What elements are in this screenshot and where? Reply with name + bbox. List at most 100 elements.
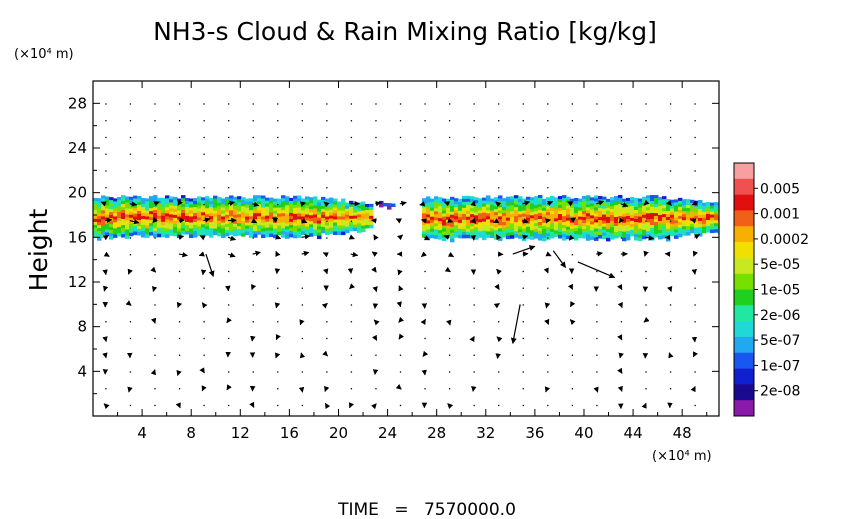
cloud-cell (121, 210, 126, 214)
cloud-cell (305, 232, 310, 236)
cloud-cell (673, 214, 679, 218)
cloud-cell (329, 224, 334, 229)
cloud-cell (581, 202, 587, 206)
cloud-cell (681, 229, 687, 233)
cloud-cell (629, 214, 635, 219)
cloud-cell (149, 205, 154, 209)
cloud-cell (505, 205, 511, 210)
cloud-cell (93, 230, 98, 235)
y-axis-unit: (×10⁴ m) (14, 47, 74, 62)
cloud-cell (665, 201, 671, 206)
cloud-cell (169, 205, 174, 209)
cloud-cell (261, 228, 266, 233)
cloud-cell (101, 213, 106, 217)
cloud-cell (657, 211, 663, 216)
cloud-cell (657, 235, 663, 240)
wind-vector (228, 153, 230, 155)
cloud-cell (353, 209, 358, 214)
cloud-cell (337, 204, 342, 208)
cloud-cell (129, 232, 134, 237)
cloud-cell (537, 197, 543, 202)
cloud-cell (461, 201, 467, 206)
cloud-cell (489, 198, 495, 203)
cloud-cell (317, 229, 322, 234)
cloud-cell (589, 215, 595, 219)
cloud-cell (573, 206, 579, 211)
wind-vector (420, 318, 426, 325)
cloud-cell (705, 214, 711, 218)
cloud-cell (297, 207, 302, 211)
cloud-cell (549, 198, 555, 203)
cloud-cell (553, 203, 559, 207)
cloud-cell (649, 215, 655, 220)
cloud-cell (169, 202, 174, 206)
cloud-cell (337, 207, 342, 211)
cloud-cell (289, 227, 294, 232)
cloud-cell (441, 225, 447, 230)
cloud-cell (617, 227, 623, 232)
cloud-cell (305, 217, 310, 221)
cloud-cell (625, 224, 631, 229)
cloud-cell (633, 212, 639, 217)
wind-vector (666, 200, 672, 206)
cloud-cell (357, 214, 362, 218)
cloud-cell (501, 228, 507, 232)
cloud-cell (505, 214, 511, 219)
cloud-cell (321, 208, 326, 213)
wind-vector (326, 120, 328, 122)
cloud-cell (469, 211, 475, 215)
wind-vector (424, 136, 426, 139)
cloud-cell (129, 223, 134, 228)
wind-vector (669, 270, 672, 273)
wind-vector (620, 120, 623, 122)
cloud-cell (133, 228, 138, 233)
cloud-cell (633, 230, 639, 235)
wind-vector (350, 337, 353, 340)
cloud-cell (309, 221, 314, 225)
cloud-cell (533, 202, 539, 206)
wind-vector (473, 120, 475, 122)
cloud-cell (685, 223, 691, 227)
cloud-cell (577, 228, 583, 233)
cloud-cell (309, 212, 314, 216)
cloud-cell (325, 222, 330, 227)
cloud-cell (181, 210, 186, 214)
cloud-cell (421, 207, 427, 211)
wind-vector (424, 187, 426, 189)
cloud-cell (669, 208, 675, 213)
wind-vector (447, 251, 455, 258)
cloud-cell (301, 222, 306, 226)
cloud-cell (173, 208, 178, 213)
cloud-cell (477, 210, 483, 214)
cloud-cell (437, 221, 443, 225)
cloud-cell (609, 212, 615, 216)
wind-vector (105, 136, 107, 139)
cloud-cell (657, 226, 663, 231)
cloud-cell (349, 200, 354, 205)
cloud-cell (125, 208, 130, 212)
cloud-cell (649, 233, 655, 238)
cloud-cell (633, 218, 639, 223)
colorbar-swatch (734, 336, 754, 354)
cloud-cell (321, 226, 326, 231)
cloud-cell (229, 210, 234, 214)
wind-vector (643, 199, 650, 206)
cloud-cell (233, 226, 238, 231)
cloud-cell (269, 233, 274, 238)
cloud-cell (433, 196, 439, 200)
cloud-cell (629, 232, 635, 237)
cloud-cell (237, 223, 242, 227)
wind-vector (620, 321, 623, 323)
cloud-cell (597, 232, 603, 236)
cloud-cell (653, 204, 659, 208)
cloud-cell (105, 223, 110, 228)
wind-vector (203, 120, 205, 122)
x-tick-label: 20 (329, 424, 348, 442)
cloud-cell (109, 236, 114, 240)
cloud-cell (317, 223, 322, 228)
cloud-cell (437, 233, 443, 237)
cloud-cell (301, 198, 306, 202)
cloud-cell (177, 216, 182, 221)
cloud-cell (701, 223, 707, 228)
cloud-cell (453, 216, 459, 220)
